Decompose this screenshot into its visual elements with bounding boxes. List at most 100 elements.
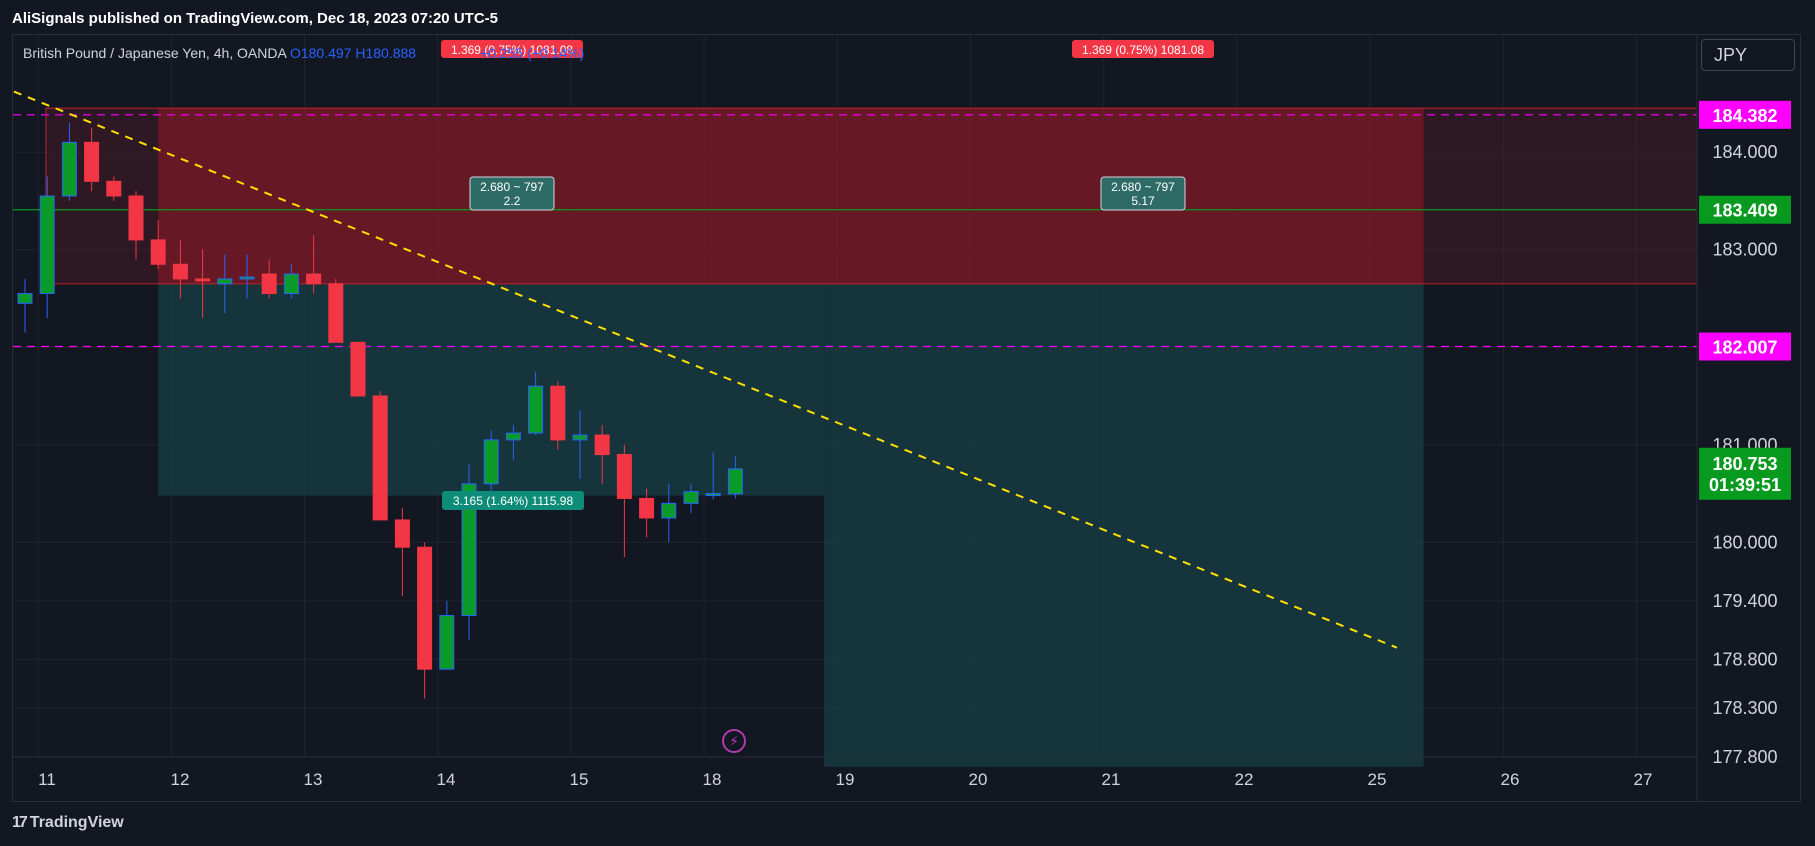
y-tick-label: 180.000 [1712,532,1777,552]
stop-label-box [441,40,583,58]
price-tag-box [1699,447,1791,500]
legend-open: O180.497 [289,45,352,61]
candle-body [61,141,77,197]
symbol-title: British Pound / Japanese Yen, 4h, OANDA [23,45,287,61]
legend-high: H180.888 [355,45,417,61]
candle-body [683,491,699,504]
x-tick-label: 25 [1368,770,1387,789]
x-tick-label: 20 [969,770,988,789]
y-tick-label: 183.000 [1712,240,1777,260]
target-label: 3.165 (1.64%) 1115.98 [442,491,584,510]
stop-label: 1.369 (0.75%) 1081.08 [1072,40,1214,58]
candle-body [306,273,322,285]
candle-body [261,273,277,295]
x-tick-label: 27 [1634,770,1653,789]
candle-body [217,278,233,285]
x-tick-label: 11 [38,770,56,789]
stop-label-text: 1.369 (0.75%) 1081.08 [451,43,573,57]
price-tag-box [1699,100,1791,129]
legend-change: +0.255 (+0.14%) [479,45,585,61]
currency-button[interactable]: JPY [1701,39,1795,71]
candle-body [283,273,299,295]
published-credit: AliSignals published on TradingView.com,… [12,10,498,27]
take-profit-zone [824,283,1424,767]
candle-body [661,502,677,519]
x-tick-label: 18 [703,770,722,789]
x-tick-label: 12 [171,770,190,789]
price-tag: 182.007 [1699,332,1791,361]
candle-body [195,278,211,282]
price-tag-text: 182.007 [1712,338,1777,358]
candle-body [239,276,255,280]
candle-body [150,239,166,265]
candle-body [572,434,588,441]
candle-body [483,439,499,485]
stop-label: 1.369 (0.75%) 1081.08 [441,40,583,58]
position-info-text: 2.680 ~ 797 [1111,180,1175,194]
y-tick-label: 178.300 [1712,698,1777,718]
candle-body [505,432,521,441]
y-tick-label: 178.800 [1712,649,1777,669]
x-tick-label: 13 [304,770,323,789]
symbol-legend: British Pound / Japanese Yen, 4h, OANDA … [23,45,584,61]
y-tick-label: 184.000 [1712,142,1777,162]
tradingview-logo-icon: 17 [12,814,28,831]
tradingview-logo[interactable]: 17 TradingView [12,814,124,832]
price-tag: 183.409 [1699,195,1791,224]
candle-body [528,385,544,434]
lightning-icon [722,729,746,753]
chart-frame [12,34,1801,802]
stop-label-box [1072,40,1214,58]
price-tag: 184.382 [1699,100,1791,129]
candle-body [84,141,100,182]
y-tick-label: 177.800 [1712,747,1777,767]
position-info-box [1100,176,1186,211]
stop-label-text: 1.369 (0.75%) 1081.08 [1082,43,1204,57]
candle-body [705,493,721,497]
candle-body [106,180,122,197]
candle-body [394,519,410,548]
x-tick-label: 14 [437,770,456,789]
x-tick-label: 26 [1501,770,1520,789]
position-info-text: 2.680 ~ 797 [480,180,544,194]
candle-body [439,615,455,670]
candle-body [328,283,344,343]
target-label-text: 3.165 (1.64%) 1115.98 [453,494,574,508]
x-tick-label: 21 [1102,770,1121,789]
x-tick-label: 22 [1235,770,1254,789]
candle-body [39,195,55,295]
countdown-text: 01:39:51 [1709,475,1781,495]
candle-body [172,263,188,280]
position-info-text: 2.2 [504,194,521,208]
price-tag-box [1699,195,1791,224]
candle-body [128,195,144,241]
candle-body [639,497,655,519]
price-tag-text: 184.382 [1712,106,1777,126]
candle-body [417,546,433,670]
tradingview-brand: TradingView [29,814,124,831]
x-tick-label: 19 [836,770,855,789]
lightning-icon-glyph: ⚡ [729,734,739,750]
y-tick-label: 179.400 [1712,591,1777,611]
price-tag-text: 183.409 [1712,201,1777,221]
candle-body [461,483,477,617]
risk-box [45,107,1698,285]
x-tick-label: 15 [570,770,589,789]
top-bar: AliSignals published on TradingView.com,… [0,0,1815,34]
position-info-box [469,176,555,211]
candle-body [550,385,566,441]
candle-body [594,434,610,456]
candle-body [616,454,632,499]
price-tag-text: 180.753 [1712,454,1777,474]
candle-body [727,468,743,495]
candle-body [17,293,33,304]
candle-body [350,341,366,397]
price-tag-box [1699,332,1791,361]
target-label-box [442,491,584,510]
position-info-text: 5.17 [1131,194,1155,208]
candle-body [372,395,388,521]
